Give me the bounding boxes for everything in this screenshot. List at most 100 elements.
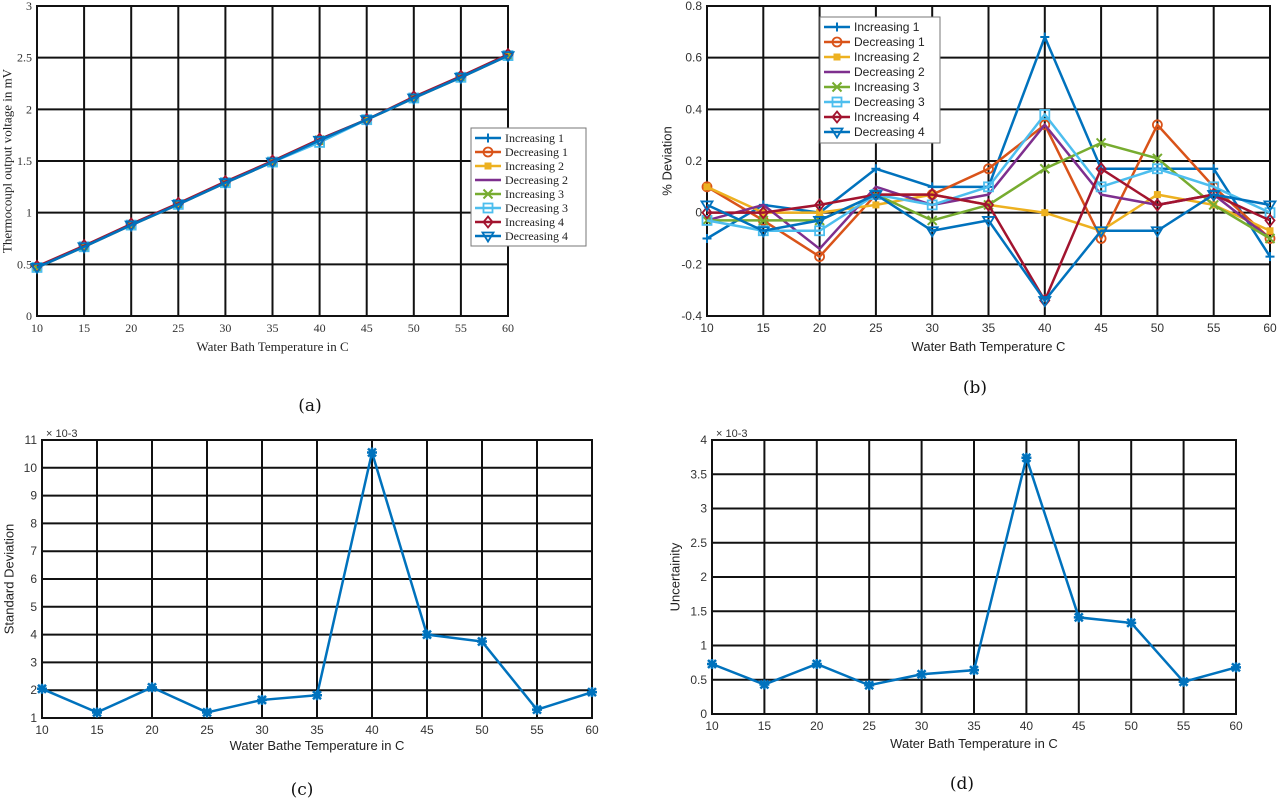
x-tick-label: 20	[145, 723, 159, 737]
legend-entry: Decreasing 1	[854, 35, 925, 49]
y-tick-label: 7	[30, 544, 37, 558]
data-point	[872, 201, 880, 209]
data-point	[1152, 163, 1163, 175]
data-point	[1093, 226, 1109, 238]
legend-marker	[483, 133, 493, 143]
exponent-label: × 10-3	[716, 428, 748, 440]
legend-entry: Increasing 2	[505, 159, 564, 173]
caption-b: (b)	[962, 378, 988, 398]
data-point	[534, 706, 540, 713]
data-point	[1180, 678, 1187, 685]
x-tick-label: 10	[35, 723, 49, 737]
x-tick-label: 30	[255, 723, 269, 737]
axes-box	[711, 439, 1237, 715]
data-point	[701, 215, 713, 226]
y-tick-label: 11	[25, 433, 38, 447]
y-tick-label: 2	[26, 102, 32, 116]
series-line	[706, 122, 1271, 259]
data-point	[1262, 200, 1278, 213]
data-point	[756, 226, 771, 238]
data-point	[259, 696, 265, 703]
legend-entry: Increasing 3	[854, 80, 920, 94]
legend-entry: Decreasing 2	[505, 173, 568, 187]
x-tick-label: 20	[125, 321, 137, 335]
legend-marker	[831, 96, 843, 108]
x-tick-label: 60	[502, 321, 514, 335]
data-point	[453, 72, 469, 85]
legend-entry: Increasing 3	[505, 187, 564, 201]
data-point	[1039, 163, 1051, 174]
y-tick-label: 0	[700, 707, 707, 721]
data-point	[1023, 454, 1030, 461]
data-point	[812, 216, 827, 228]
data-point	[424, 631, 430, 638]
y-tick-label: 0.4	[685, 102, 702, 116]
data-point	[218, 178, 233, 190]
x-tick-label: 35	[267, 321, 279, 335]
data-point	[1128, 619, 1135, 626]
y-tick-label: 1.5	[17, 154, 32, 168]
x-tick-label: 40	[1020, 719, 1034, 733]
data-point	[926, 215, 938, 226]
x-tick-label: 30	[219, 321, 231, 335]
legend-entry: Increasing 4	[505, 215, 564, 229]
x-tick-label: 20	[813, 321, 827, 335]
caption-d: (d)	[949, 774, 975, 794]
data-point	[149, 684, 155, 691]
x-axis-label: Water Bath Temperature C	[912, 339, 1066, 354]
x-tick-label: 45	[361, 321, 373, 335]
x-tick-label: 45	[1094, 321, 1108, 335]
data-point	[1095, 161, 1107, 176]
data-point	[981, 216, 996, 228]
y-tick-label: 0.6	[685, 51, 702, 65]
x-axis-label: Water Bath Temperature in C	[196, 339, 348, 354]
legend-entry: Increasing 4	[854, 110, 920, 124]
y-tick-label: 10	[24, 461, 38, 475]
data-point	[1037, 296, 1052, 308]
legend-entry: Decreasing 3	[505, 201, 568, 215]
data-point	[761, 681, 768, 688]
legend-entry: Decreasing 2	[854, 65, 925, 79]
y-tick-label: 3	[30, 655, 37, 669]
y-tick-label: 0.5	[690, 673, 707, 687]
data-point	[1264, 233, 1276, 244]
y-tick-label: 0.2	[685, 154, 702, 168]
data-point	[312, 135, 327, 148]
x-tick-label: 60	[1229, 719, 1243, 733]
data-point	[39, 685, 45, 692]
data-point	[124, 220, 139, 233]
data-point	[758, 215, 769, 226]
data-point	[1152, 119, 1163, 131]
y-tick-label: 0	[26, 309, 32, 323]
legend-entry: Increasing 1	[854, 20, 920, 34]
series-line	[37, 447, 597, 718]
data-point	[1266, 227, 1274, 235]
legend-marker	[833, 53, 841, 61]
legend-marker	[831, 81, 843, 93]
legend-marker	[482, 188, 494, 200]
data-point	[359, 115, 374, 127]
y-tick-label: 9	[30, 489, 37, 503]
legend-entry: Decreasing 4	[854, 125, 925, 139]
data-point	[813, 197, 826, 212]
x-axis-label: Water Bath Temperature in C	[890, 736, 1058, 751]
legend-marker	[484, 162, 492, 170]
data-point	[1233, 664, 1239, 671]
y-tick-label: 0.5	[17, 257, 32, 271]
data-point	[1209, 164, 1219, 174]
data-point	[1041, 209, 1049, 217]
legend-entry: Decreasing 4	[505, 229, 568, 243]
data-point	[983, 163, 994, 175]
data-point	[866, 682, 873, 689]
data-point	[314, 692, 320, 699]
data-point	[589, 689, 595, 696]
data-point	[757, 205, 769, 220]
data-point	[925, 226, 940, 238]
y-axis-label: % Deviation	[660, 126, 675, 195]
data-point	[709, 660, 715, 667]
legend-entry: Increasing 2	[854, 50, 920, 64]
legend-entry: Increasing 1	[505, 131, 564, 145]
data-point	[1264, 207, 1276, 219]
x-tick-label: 15	[758, 719, 772, 733]
